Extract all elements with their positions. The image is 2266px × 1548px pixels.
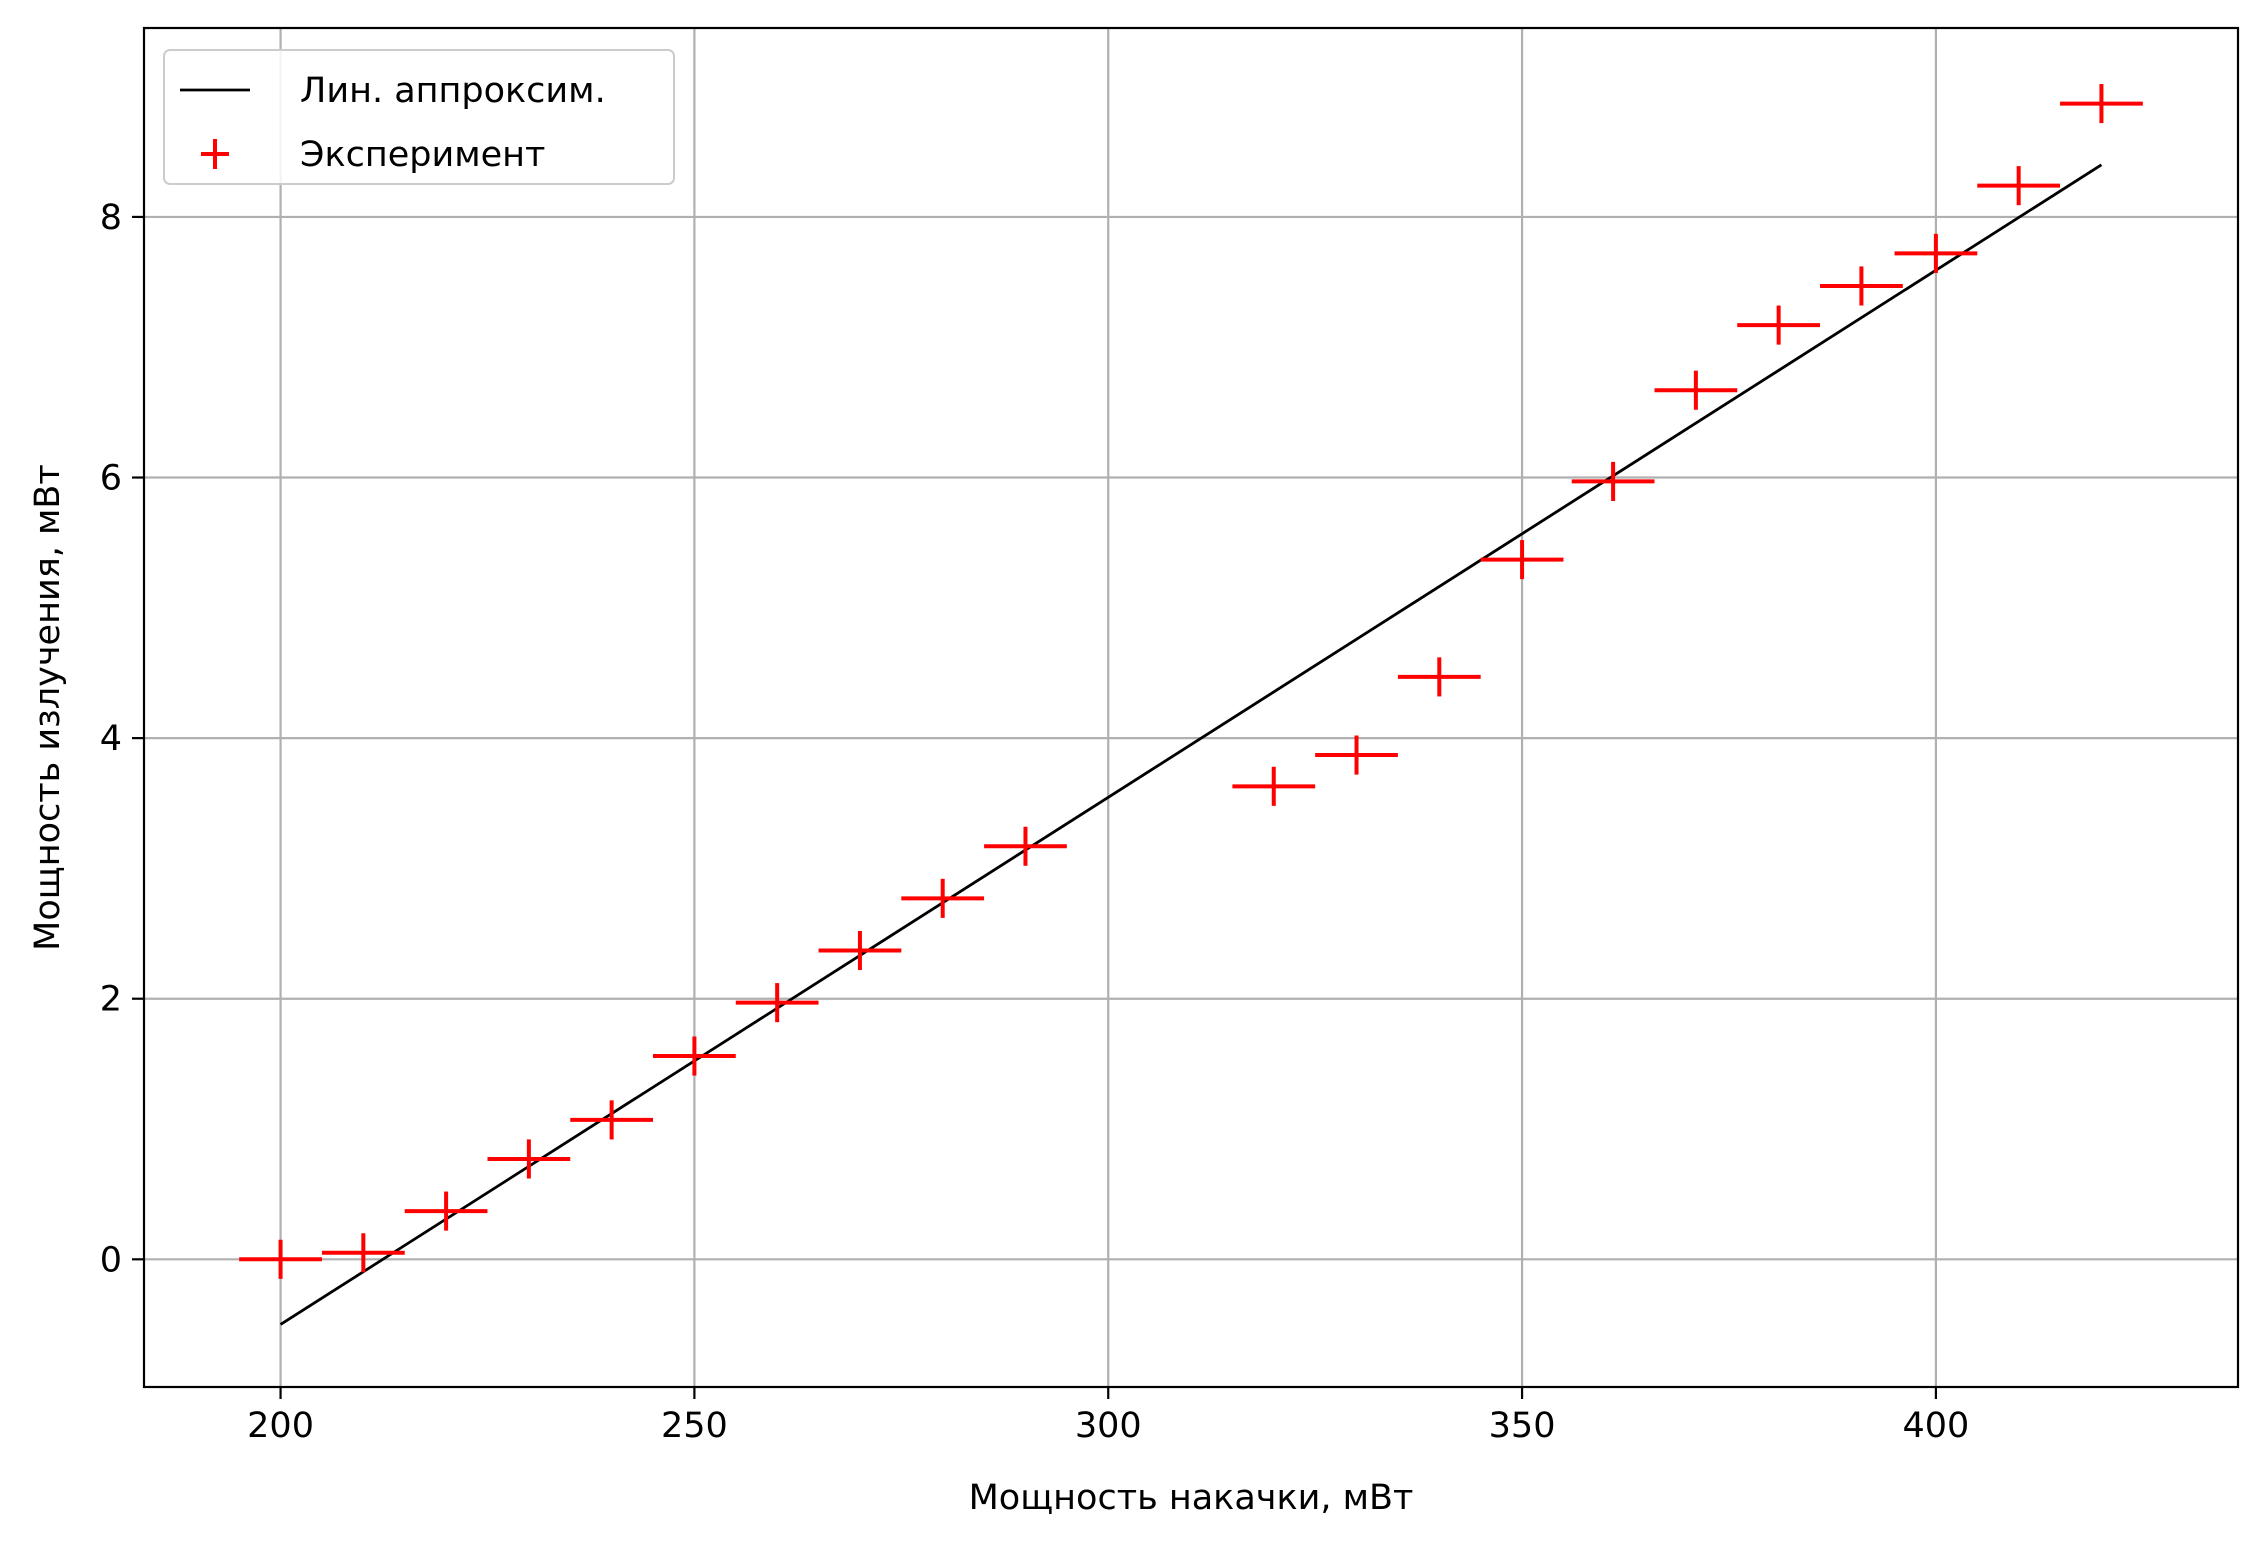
- y-axis-label: Мощность излучения, мВт: [28, 464, 68, 951]
- axes-frame: [142, 26, 2240, 1389]
- data-point: [818, 930, 902, 971]
- data-point: [2060, 84, 2143, 124]
- data-point: [653, 1036, 736, 1076]
- y-tick-label: 8: [100, 198, 122, 238]
- data-point: [1480, 540, 1564, 580]
- data-point: [239, 1239, 322, 1279]
- data-point: [321, 1233, 405, 1273]
- legend-label: Эксперимент: [300, 135, 545, 175]
- y-tick-label: 2: [100, 980, 122, 1020]
- data-point: [984, 826, 1067, 866]
- ticks: 200 250 300 350 400 0 2 4 6 8: [100, 198, 1970, 1446]
- y-tick-label: 4: [100, 719, 122, 759]
- legend-entry: Эксперимент: [201, 135, 545, 175]
- data-point: [1977, 166, 2061, 206]
- x-tick-label: 250: [661, 1406, 728, 1446]
- x-tick-label: 400: [1902, 1406, 1969, 1446]
- data-point: [735, 983, 819, 1023]
- legend-label: Лин. аппроксим.: [300, 71, 606, 111]
- data-point: [404, 1191, 488, 1231]
- data-point: [1820, 266, 1903, 306]
- data-point: [1737, 305, 1821, 345]
- legend-entry: Лин. аппроксим.: [180, 71, 606, 111]
- y-tick-label: 0: [100, 1240, 122, 1280]
- legend: Лин. аппроксим. Эксперимент: [163, 49, 675, 185]
- x-tick-label: 350: [1489, 1406, 1556, 1446]
- data-point: [1894, 233, 1978, 273]
- data-point: [1232, 766, 1316, 806]
- plot-area: [239, 84, 2143, 1326]
- data-point: [1571, 461, 1655, 501]
- grid: [144, 28, 2238, 1387]
- x-tick-label: 300: [1075, 1406, 1142, 1446]
- legend-box: [163, 49, 675, 185]
- data-point: [487, 1139, 571, 1179]
- data-point: [901, 878, 985, 918]
- data-point: [1654, 370, 1738, 410]
- data-point: [570, 1100, 654, 1140]
- x-axis-label: Мощность накачки, мВт: [969, 1478, 1414, 1518]
- data-point: [1397, 657, 1481, 697]
- fit-line: [279, 163, 2103, 1326]
- x-tick-label: 200: [247, 1406, 314, 1446]
- y-tick-label: 6: [100, 459, 122, 499]
- data-point: [1315, 735, 1398, 775]
